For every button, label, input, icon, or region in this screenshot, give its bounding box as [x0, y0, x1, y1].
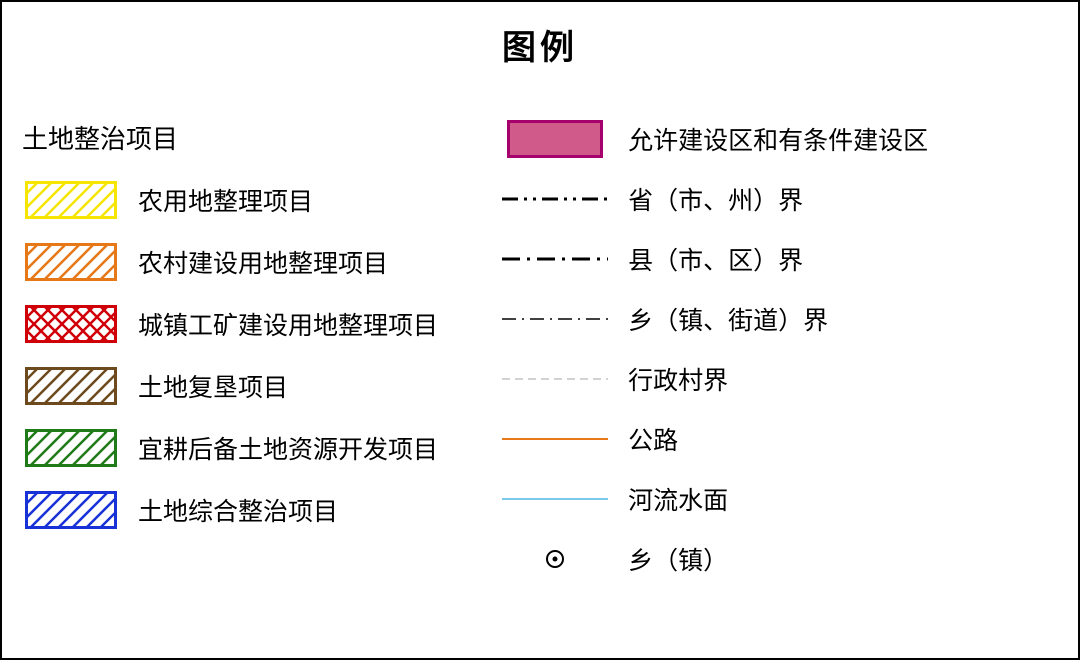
legend-swatch [500, 359, 610, 399]
legend-label: 乡（镇、街道）界 [628, 301, 828, 337]
legend-label: 允许建设区和有条件建设区 [628, 121, 928, 157]
legend-row: 宜耕后备土地资源开发项目 [22, 428, 500, 468]
legend-row: 允许建设区和有条件建设区 [500, 119, 1058, 159]
legend-row: 县（市、区）界 [500, 239, 1058, 279]
legend-row: 农用地整理项目 [22, 180, 500, 220]
legend-swatch [22, 304, 120, 344]
legend-container: 图例 土地整治项目 农用地整理项目 农村建设用地整理项目 城镇工矿建设用地整理项… [0, 0, 1080, 660]
legend-label: 农村建设用地整理项目 [138, 244, 388, 280]
legend-row: 乡（镇） [500, 539, 1058, 579]
legend-label: 城镇工矿建设用地整理项目 [138, 306, 438, 342]
legend-swatch [22, 366, 120, 406]
legend-swatch [22, 180, 120, 220]
legend-row: 农村建设用地整理项目 [22, 242, 500, 282]
legend-label: 河流水面 [628, 481, 728, 517]
legend-swatch [500, 419, 610, 459]
legend-row: 城镇工矿建设用地整理项目 [22, 304, 500, 344]
legend-swatch [22, 428, 120, 468]
legend-swatch [500, 479, 610, 519]
legend-label: 公路 [628, 421, 678, 457]
section-title: 土地整治项目 [22, 119, 500, 156]
legend-label: 农用地整理项目 [138, 182, 313, 218]
legend-swatch [22, 490, 120, 530]
legend-row: 土地综合整治项目 [22, 490, 500, 530]
legend-row: 土地复垦项目 [22, 366, 500, 406]
legend-row: 河流水面 [500, 479, 1058, 519]
legend-swatch [500, 299, 610, 339]
legend-label: 县（市、区）界 [628, 241, 803, 277]
legend-label: 乡（镇） [628, 541, 728, 577]
legend-swatch [500, 539, 610, 579]
legend-label: 行政村界 [628, 361, 728, 397]
legend-row: 省（市、州）界 [500, 179, 1058, 219]
legend-swatch [500, 179, 610, 219]
legend-swatch [500, 239, 610, 279]
legend-title: 图例 [22, 20, 1058, 69]
legend-left-column: 土地整治项目 农用地整理项目 农村建设用地整理项目 城镇工矿建设用地整理项目 土… [22, 119, 500, 599]
legend-right-column: 允许建设区和有条件建设区 省（市、州）界 县（市、区）界 乡（镇、街道）界 行政… [500, 119, 1058, 599]
legend-row: 乡（镇、街道）界 [500, 299, 1058, 339]
legend-label: 土地复垦项目 [138, 368, 288, 404]
legend-row: 公路 [500, 419, 1058, 459]
legend-body: 土地整治项目 农用地整理项目 农村建设用地整理项目 城镇工矿建设用地整理项目 土… [22, 119, 1058, 599]
legend-label: 省（市、州）界 [628, 181, 803, 217]
legend-label: 土地综合整治项目 [138, 492, 338, 528]
legend-swatch [500, 119, 610, 159]
legend-label: 宜耕后备土地资源开发项目 [138, 430, 438, 466]
legend-row: 行政村界 [500, 359, 1058, 399]
legend-swatch [22, 242, 120, 282]
